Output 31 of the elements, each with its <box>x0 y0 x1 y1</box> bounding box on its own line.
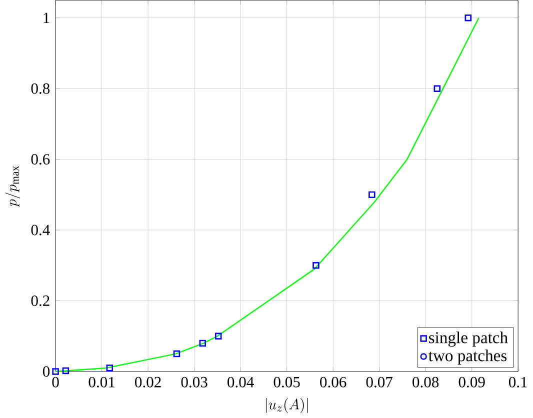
x-tick-label: 0.05 <box>274 376 300 388</box>
point <box>214 332 222 340</box>
point <box>173 350 180 358</box>
y-tick-label: 0.8 <box>31 83 50 94</box>
x-tick-label: 0.07 <box>366 376 392 388</box>
x-tick-label: 0.03 <box>181 376 208 388</box>
point <box>52 368 59 375</box>
x-axis-title: $|u_z(A)|$ <box>266 398 308 413</box>
legend-label: two patches <box>428 350 507 365</box>
point <box>434 85 441 92</box>
y-axis-title: $p/p_{\max}$ <box>5 166 20 207</box>
x-tick-label: 0.02 <box>135 376 161 388</box>
y-tick-label: 1 <box>44 12 50 23</box>
point <box>312 262 320 269</box>
x-tick-label: 0.1 <box>508 376 527 388</box>
y-tick-label: 0 <box>42 366 50 377</box>
point <box>464 14 472 22</box>
y-tick-label: 0.6 <box>31 154 50 165</box>
x-tick-label: 0.09 <box>458 376 485 388</box>
point <box>106 364 114 372</box>
x-tick-label: 0.04 <box>228 376 254 388</box>
x-tick-label: 0.08 <box>412 376 439 388</box>
x-tick-label: 0.01 <box>88 376 114 388</box>
x-tick-label: 0 <box>52 376 59 388</box>
x-tick-label: 0.06 <box>320 376 346 388</box>
y-tick-label: 0.2 <box>31 295 50 306</box>
y-tick-label: 0.4 <box>31 224 50 236</box>
point <box>368 191 376 198</box>
point <box>62 367 70 374</box>
legend-label: single patch <box>429 332 508 347</box>
point <box>199 340 206 347</box>
